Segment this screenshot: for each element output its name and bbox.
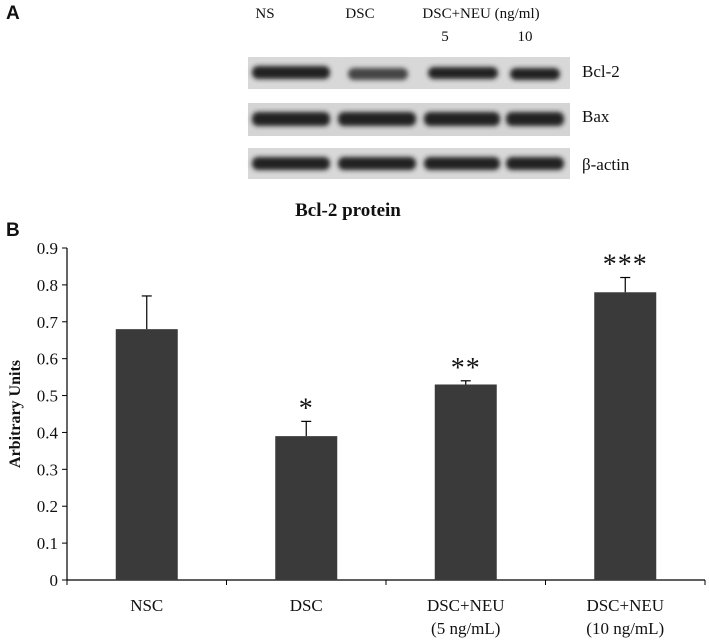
- significance-label: ***: [603, 250, 648, 281]
- y-axis-label: Arbitrary Units: [7, 360, 24, 468]
- bar: [434, 384, 497, 580]
- y-tick-label: 0.9: [37, 239, 58, 258]
- x-tick-label: DSC+NEU (10 ng/mL): [586, 596, 664, 638]
- band-label: Bax: [582, 107, 610, 126]
- lane-label: DSC+NEU (ng/ml): [422, 6, 539, 22]
- bar: [594, 292, 657, 580]
- lane-label: DSC: [345, 6, 374, 22]
- y-tick-label: 0.2: [37, 497, 58, 516]
- significance-label: *: [299, 393, 314, 424]
- band-label: Bcl-2: [582, 62, 620, 81]
- y-tick-label: 0.1: [37, 534, 58, 553]
- y-tick-label: 0: [50, 571, 59, 590]
- chart-title: Bcl-2 protein: [295, 200, 401, 221]
- x-tick-label: DSC+NEU (5 ng/mL): [427, 596, 505, 638]
- band-label: β-actin: [582, 155, 630, 174]
- bar: [115, 329, 178, 580]
- dose-label: 10: [518, 29, 533, 45]
- lane-label: NS: [255, 6, 274, 22]
- error-bar: [301, 420, 312, 437]
- error-bar: [141, 295, 152, 330]
- y-tick-label: 0.7: [37, 313, 59, 332]
- significance-label: **: [451, 353, 481, 384]
- error-bar: [620, 276, 631, 293]
- panel-label: A: [6, 3, 20, 24]
- error-bar: [460, 380, 471, 385]
- x-tick-label: NSC: [130, 596, 163, 615]
- y-tick-label: 0.5: [37, 387, 58, 406]
- dose-label: 5: [441, 29, 449, 45]
- x-tick-label: DSC: [290, 596, 323, 615]
- y-tick-label: 0.4: [37, 423, 59, 442]
- blot-image: [248, 57, 570, 179]
- bar: [275, 436, 338, 580]
- panel-label: B: [6, 220, 20, 241]
- y-tick-label: 0.8: [37, 276, 58, 295]
- y-tick-label: 0.6: [37, 350, 58, 369]
- y-tick-label: 0.3: [37, 460, 58, 479]
